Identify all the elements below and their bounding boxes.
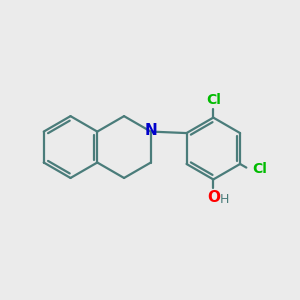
Text: O: O — [207, 190, 220, 205]
Text: N: N — [144, 123, 157, 138]
Text: H: H — [220, 193, 229, 206]
Text: Cl: Cl — [252, 162, 267, 176]
Text: Cl: Cl — [206, 93, 221, 107]
